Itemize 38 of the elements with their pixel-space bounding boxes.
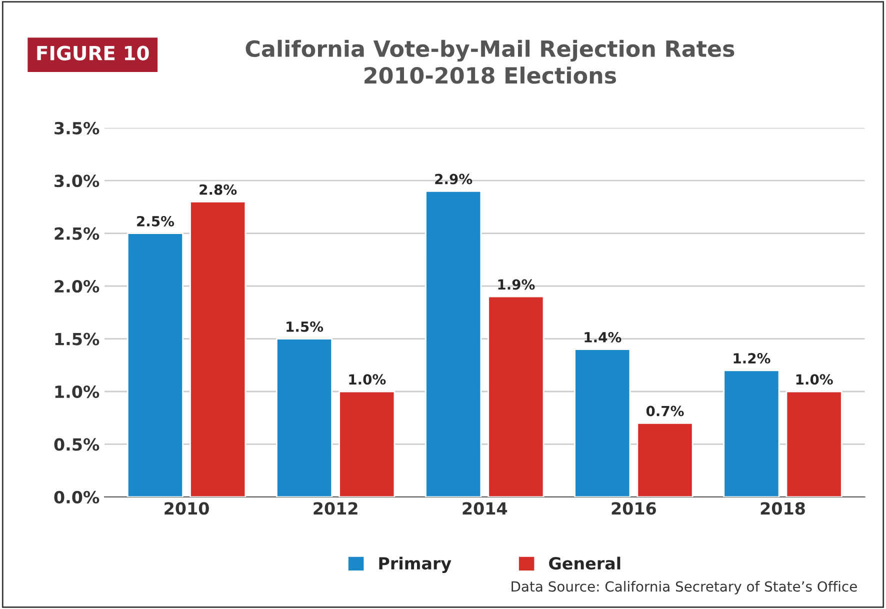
y-tick-label: 3.5% — [54, 122, 100, 134]
legend-label: Primary — [379, 556, 452, 573]
y-tick-label: 2.0% — [54, 280, 100, 293]
bar — [636, 422, 694, 497]
bar — [425, 190, 482, 497]
bar — [126, 232, 184, 497]
data-label: 1.5% — [286, 321, 324, 332]
legend-label: General — [549, 556, 620, 570]
caption: FIGURE 10 — [37, 46, 149, 60]
y-tick-label: 0.5% — [54, 438, 100, 451]
x-tick-label: 2012 — [314, 502, 358, 515]
chart-title: California Vote-by-Mail Rejection Rates 2010-2018 Elections — [246, 40, 734, 84]
x-tick-label: 2010 — [164, 502, 209, 515]
data-label: 2.5% — [137, 216, 174, 226]
data-label: 2.9% — [435, 174, 472, 184]
y-tick-label: 2.5% — [54, 227, 100, 240]
x-tick-label: 2018 — [760, 502, 805, 515]
data-label: 1.0% — [796, 374, 833, 385]
data-label: 1.0% — [349, 374, 386, 385]
source-note: Data Source: California Secretary of State’s Office — [512, 580, 857, 594]
y-tick-label: 1.5% — [55, 332, 100, 346]
data-label: 1.9% — [498, 279, 535, 290]
bar — [338, 390, 396, 497]
bar — [786, 390, 842, 497]
bar — [276, 338, 333, 497]
x-tick-label: 2016 — [612, 502, 656, 515]
data-label: 1.4% — [584, 332, 622, 342]
data-label: 1.2% — [734, 353, 770, 364]
bar — [488, 296, 544, 497]
data-label: 0.7% — [646, 406, 684, 416]
bar — [574, 348, 631, 497]
y-tick-label: 3.0% — [54, 174, 100, 188]
x-tick-label: 2014 — [462, 502, 508, 515]
y-tick-label: 0.0% — [54, 490, 100, 504]
bar — [190, 201, 246, 497]
y-tick-label: 1.0% — [55, 385, 100, 398]
bar — [723, 370, 780, 497]
data-label: 2.8% — [200, 184, 237, 195]
